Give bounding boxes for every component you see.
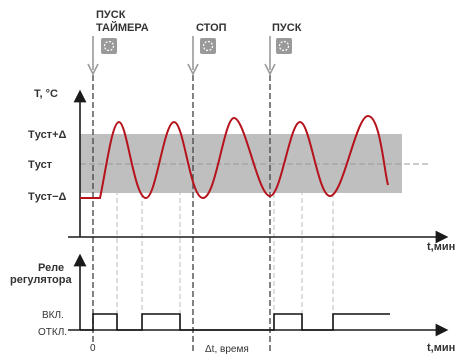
relay-label-line2: регулятора (10, 274, 72, 286)
relay-on-label: ВКЛ. (42, 310, 64, 321)
timer-start-button-icon (101, 38, 117, 54)
event-label-start-timer-1: ПУСК (96, 9, 126, 21)
origin-label: 0 (90, 343, 96, 354)
upper-bound-label: Tуст+Δ (28, 129, 66, 141)
guide-lines (116, 134, 334, 330)
event-label-start-timer-2: ТАЙМЕРА (96, 21, 149, 34)
temperature-curve (80, 114, 389, 200)
temperature-time-label: t,мин (427, 241, 455, 253)
temperature-axis-label: T, °C (34, 88, 58, 100)
relay-label-line1: Реле (38, 262, 64, 274)
event-label-start: ПУСК (272, 22, 302, 34)
event-arrows (87, 36, 276, 76)
stop-button-icon (200, 38, 216, 54)
relay-time-label: t,мин (427, 342, 455, 354)
bottom-note: Δt, время (205, 344, 249, 354)
lower-bound-label: Tуст−Δ (28, 191, 66, 203)
setpoint-label: Tуст (28, 159, 53, 171)
relay-signal (80, 313, 390, 331)
event-label-stop: СТОП (196, 22, 227, 34)
hysteresis-band (80, 134, 402, 193)
start-button-icon (276, 38, 292, 54)
relay-off-label: ОТКЛ. (38, 327, 67, 338)
event-lines (92, 75, 271, 354)
